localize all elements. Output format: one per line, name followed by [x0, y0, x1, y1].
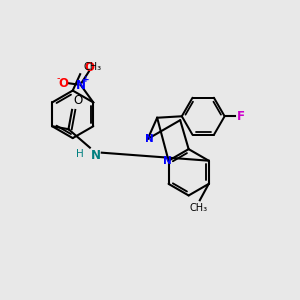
- Text: CH₃: CH₃: [189, 203, 207, 213]
- Text: N: N: [163, 156, 172, 166]
- Text: H: H: [76, 149, 83, 159]
- Text: N: N: [76, 79, 86, 92]
- Text: F: F: [237, 110, 245, 123]
- Text: -: -: [57, 74, 60, 83]
- Text: CH₃: CH₃: [83, 62, 101, 72]
- Text: N: N: [91, 149, 100, 162]
- Text: +: +: [82, 75, 89, 84]
- Text: N: N: [145, 134, 153, 144]
- Text: O: O: [85, 61, 95, 74]
- Text: O: O: [74, 94, 83, 107]
- Text: O: O: [58, 77, 69, 90]
